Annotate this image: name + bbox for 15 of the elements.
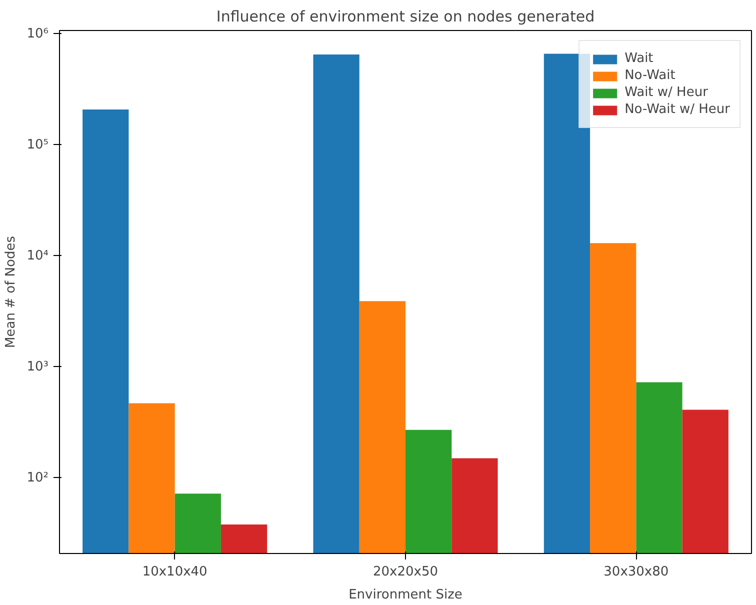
x-tick-label: 30x30x80 <box>604 564 669 580</box>
chart-title: Influence of environment size on nodes generated <box>216 8 595 26</box>
legend-label: Wait <box>624 51 654 66</box>
x-axis-title: Environment Size <box>348 588 462 602</box>
legend-label: No-Wait <box>624 68 676 83</box>
legend-label: No-Wait w/ Heur <box>624 102 730 117</box>
legend-label: Wait w/ Heur <box>624 85 708 100</box>
y-tick-label: 10⁶ <box>26 26 49 42</box>
y-tick-label: 10³ <box>26 359 49 374</box>
x-tick-label: 10x10x40 <box>142 564 208 580</box>
y-tick-label: 10⁴ <box>26 248 49 264</box>
y-axis-title: Mean # of Nodes <box>4 236 19 348</box>
y-tick-label: 10² <box>26 470 49 486</box>
y-tick-label: 10⁵ <box>26 137 49 152</box>
x-tick-label: 20x20x50 <box>372 564 438 580</box>
